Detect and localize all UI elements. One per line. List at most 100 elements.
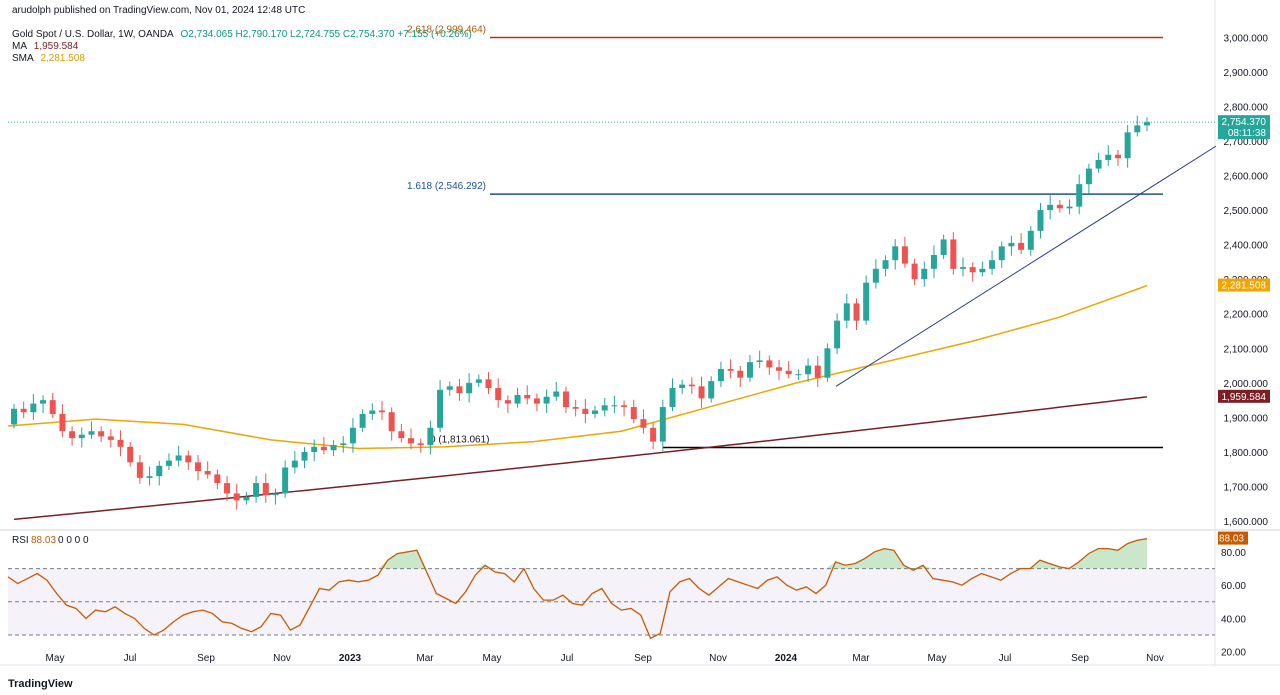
candle-body bbox=[582, 408, 589, 414]
candle-body bbox=[679, 384, 686, 389]
y-tick-label: 2,200.000 bbox=[1224, 310, 1269, 321]
sma-legend[interactable]: SMA 2,281.508 bbox=[12, 53, 89, 64]
candle-body bbox=[640, 419, 647, 428]
y-tick-label: 2,000.000 bbox=[1224, 379, 1269, 390]
x-tick-label: May bbox=[46, 653, 65, 664]
candle-body bbox=[369, 410, 376, 414]
ma-line bbox=[13, 396, 1148, 521]
candle-body bbox=[901, 246, 908, 264]
ma-legend[interactable]: MA 1,959.584 bbox=[12, 41, 82, 52]
candle-body bbox=[475, 379, 482, 383]
candle-body bbox=[708, 381, 715, 399]
last-price-tag-bg bbox=[1218, 115, 1270, 140]
candle-body bbox=[1105, 154, 1112, 160]
candle-body bbox=[69, 431, 76, 439]
sma-legend-label: SMA bbox=[12, 53, 34, 64]
candle-body bbox=[446, 386, 453, 390]
candle-body bbox=[621, 405, 628, 408]
candle-body bbox=[1076, 184, 1083, 207]
y-tick-label: 2,900.000 bbox=[1224, 68, 1269, 79]
candle-body bbox=[766, 360, 773, 368]
candle-body bbox=[1056, 204, 1063, 209]
candle-body bbox=[224, 483, 231, 494]
x-tick-label: Jul bbox=[561, 653, 574, 664]
candle-body bbox=[543, 396, 550, 404]
candle-body bbox=[921, 268, 928, 280]
y-tick-label: 1,800.000 bbox=[1224, 448, 1269, 459]
x-tick-label: 2024 bbox=[775, 653, 798, 664]
candle-body bbox=[30, 403, 37, 413]
candle-body bbox=[853, 303, 860, 321]
candle-body bbox=[117, 439, 124, 447]
candle-body bbox=[340, 443, 347, 446]
x-tick-label: Jul bbox=[124, 653, 137, 664]
candle-body bbox=[40, 400, 47, 404]
candle-body bbox=[437, 389, 444, 428]
candle-body bbox=[737, 370, 744, 378]
x-tick-label: Nov bbox=[273, 653, 291, 664]
candle-body bbox=[214, 474, 221, 484]
candle-body bbox=[398, 431, 405, 439]
candle-body bbox=[485, 379, 492, 389]
candle-body bbox=[698, 386, 705, 399]
candle-body bbox=[282, 467, 289, 494]
candle-body bbox=[930, 254, 937, 269]
candle-body bbox=[717, 369, 724, 382]
candle-body bbox=[330, 445, 337, 451]
candle-body bbox=[553, 391, 560, 397]
candle-body bbox=[650, 427, 657, 442]
candle-body bbox=[11, 408, 17, 425]
candle-body bbox=[98, 431, 105, 437]
candle-body bbox=[156, 465, 163, 477]
candle-body bbox=[349, 427, 356, 444]
candle-body bbox=[514, 394, 521, 404]
rsi-price-tag: 88.03 bbox=[1219, 534, 1244, 545]
rsi-tick-label: 20.00 bbox=[1221, 648, 1246, 659]
x-tick-label: Nov bbox=[709, 653, 727, 664]
candle-body bbox=[165, 460, 172, 466]
x-tick-label: May bbox=[928, 653, 947, 664]
rsi-line bbox=[7, 537, 1148, 640]
candle-body bbox=[998, 246, 1005, 261]
x-tick-label: Sep bbox=[197, 653, 215, 664]
candle-body bbox=[669, 388, 676, 408]
candle-body bbox=[969, 267, 976, 273]
candle-body bbox=[727, 369, 734, 371]
candle-body bbox=[524, 394, 531, 399]
candle-body bbox=[1124, 132, 1131, 159]
candle-body bbox=[243, 496, 250, 501]
candle-body bbox=[20, 408, 27, 413]
sma-legend-value: 2,281.508 bbox=[40, 53, 85, 64]
candle-body bbox=[746, 362, 753, 378]
candle-body bbox=[359, 413, 366, 428]
fib-level-label: 0 (1,813.061) bbox=[430, 434, 490, 445]
ma-price-tag: 1,959.584 bbox=[1222, 392, 1267, 403]
candle-body bbox=[1027, 230, 1034, 250]
symbol-legend[interactable]: Gold Spot / U.S. Dollar, 1W, OANDA O2,73… bbox=[12, 29, 476, 40]
y-tick-label: 3,000.000 bbox=[1224, 33, 1269, 44]
rsi-overbought-fill bbox=[8, 538, 1147, 569]
candle-body bbox=[262, 483, 269, 496]
ma-price-tag-bg bbox=[1218, 389, 1270, 403]
candle-body bbox=[1134, 125, 1141, 133]
candle-body bbox=[882, 260, 889, 269]
candle-body bbox=[233, 493, 240, 501]
rsi-tick-label: 60.00 bbox=[1221, 581, 1246, 592]
candle-body bbox=[146, 476, 153, 478]
candle-body bbox=[843, 303, 850, 321]
candle-body bbox=[1018, 242, 1025, 250]
x-tick-label: 2023 bbox=[339, 653, 362, 664]
y-tick-label: 1,900.000 bbox=[1224, 413, 1269, 424]
fib-level-label: 1.618 (2,546.292) bbox=[407, 181, 486, 192]
y-tick-label: 1,700.000 bbox=[1224, 483, 1269, 494]
ma-legend-value: 1,959.584 bbox=[33, 41, 79, 52]
candle-body bbox=[611, 405, 618, 407]
candle-body bbox=[892, 246, 899, 261]
rsi-legend-label: RSI bbox=[12, 535, 29, 546]
candle-body bbox=[1066, 206, 1073, 209]
sma-price-tag: 2,281.508 bbox=[1222, 281, 1267, 292]
rsi-legend-value: 88.03 bbox=[31, 535, 56, 546]
candle-body bbox=[127, 446, 134, 463]
rsi-price-tag-bg bbox=[1218, 531, 1248, 545]
